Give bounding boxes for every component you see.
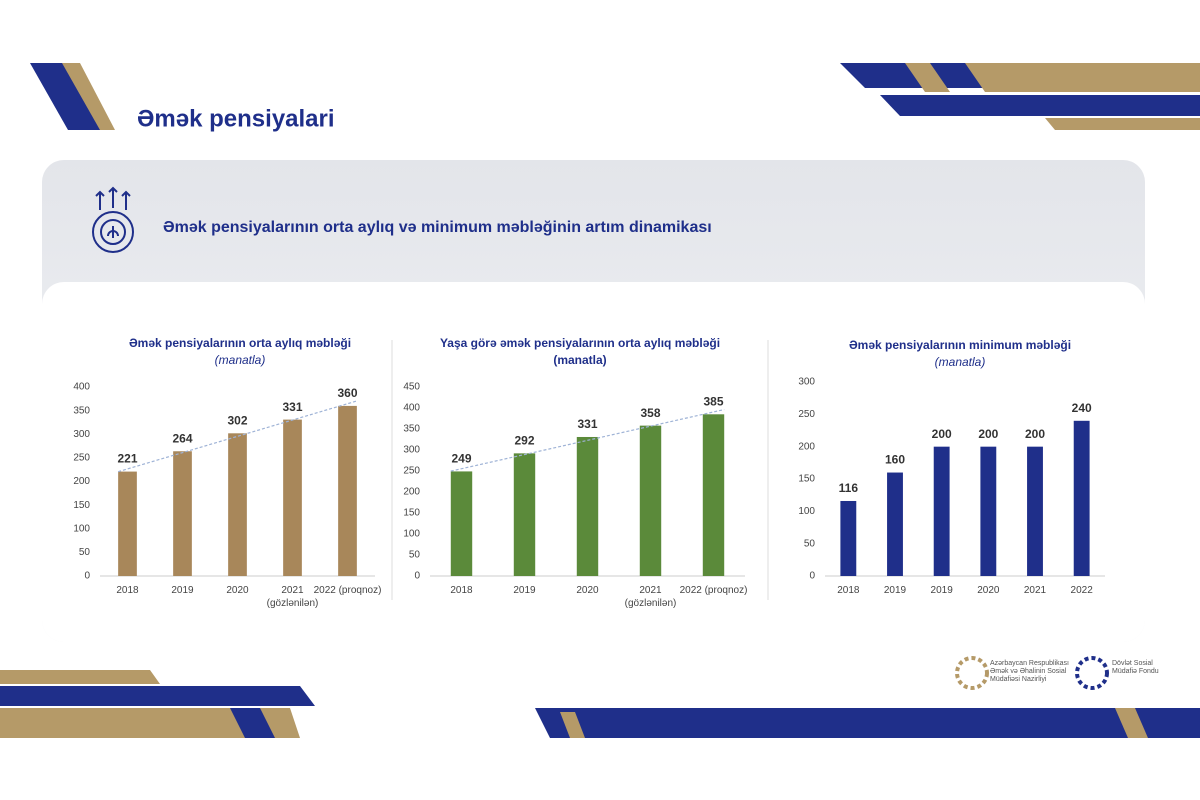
data-label: 331 [577,417,597,431]
y-tick-label: 0 [809,571,815,582]
bar [513,453,536,576]
y-tick-label: 200 [403,487,420,498]
x-tick-label: 2022 (proqnoz) [313,585,382,596]
data-label: 240 [1072,401,1092,415]
y-tick-label: 250 [798,409,815,420]
y-tick-label: 150 [403,508,420,519]
y-tick-label: 100 [403,529,420,540]
x-tick-label: 2021 (gözlənilən) [624,585,677,609]
y-tick-label: 400 [73,382,90,393]
y-tick-label: 100 [798,506,815,517]
y-tick-label: 450 [403,382,420,393]
y-tick-label: 350 [73,405,90,416]
y-tick-label: 350 [403,424,420,435]
panel-icon [92,186,134,253]
bar [450,471,473,576]
bar [980,446,997,576]
bar [1027,446,1043,576]
x-tick-label: 2018 [116,585,139,596]
data-label: 331 [282,400,302,414]
y-tick-label: 200 [73,476,90,487]
slide-title: Əmək pensiyalari [137,105,335,132]
data-label: 200 [932,427,952,441]
logos [955,656,1109,690]
data-label: 385 [703,394,723,408]
bar [338,405,357,576]
trendline [117,400,358,473]
chart-subtitle: (manatla) [934,355,986,369]
y-tick-label: 0 [414,571,420,582]
logo-text: Dövlət Sosial Müdafiə Fondu [1112,660,1159,675]
y-tick-label: 300 [73,429,90,440]
chart-title: Əmək pensiyalarının minimum məbləği [848,338,1072,352]
x-tick-label: 2021 [1023,585,1047,596]
panel-title: Əmək pensiyalarının orta aylıq və minimu… [163,219,712,236]
bar [118,471,137,576]
y-tick-label: 50 [804,538,816,549]
y-tick-label: 300 [403,445,420,456]
data-label: 200 [1025,427,1045,441]
bar [933,446,950,576]
bar [639,425,662,576]
y-tick-label: 250 [73,453,90,464]
y-tick-label: 250 [403,466,420,477]
y-tick-label: 50 [79,547,91,558]
y-tick-label: 100 [73,523,90,534]
x-tick-label: 2019 [930,585,953,596]
bar [702,414,725,576]
data-label: 292 [514,434,534,448]
y-tick-label: 150 [798,474,815,485]
x-tick-label: 2020 [977,585,1000,596]
data-label: 249 [451,452,471,466]
chart-title: Yaşa görə əmək pensiyalarının orta aylıq… [439,336,721,367]
trendline [450,408,725,472]
logo-text: Azərbaycan Respublikası Əmək və Əhalinin… [990,660,1069,683]
y-tick-label: 50 [409,550,421,561]
bar [887,472,903,576]
bar [173,451,192,576]
y-tick-label: 200 [798,441,815,452]
x-tick-label: 2022 [1070,585,1093,596]
x-tick-label: 2018 [450,585,473,596]
x-tick-label: 2019 [883,585,907,596]
data-label: 302 [227,413,247,427]
chart-title: Əmək pensiyalarının orta aylıq məbləği [128,336,352,350]
x-tick-label: 2018 [837,585,860,596]
bar [283,419,302,576]
data-label: 200 [978,427,998,441]
data-label: 160 [885,453,905,467]
x-tick-label: 2022 (proqnoz) [679,585,748,596]
chart-subtitle: (manatla) [214,353,266,367]
x-tick-label: 2019 [171,585,194,596]
y-tick-label: 400 [403,403,420,414]
data-label: 116 [839,481,859,495]
data-label: 264 [172,431,192,445]
bar [576,436,599,576]
x-tick-label: 2021 (gözlənilən) [266,585,319,609]
y-tick-label: 300 [798,377,815,388]
bar [840,500,857,576]
decoration [0,63,1200,738]
data-label: 358 [640,406,660,420]
x-tick-label: 2020 [226,585,249,596]
bar [1073,420,1090,576]
data-label: 360 [337,386,357,400]
x-tick-label: 2019 [513,585,536,596]
y-tick-label: 150 [73,500,90,511]
x-tick-label: 2020 [576,585,599,596]
bar [228,433,247,576]
y-tick-label: 0 [84,571,90,582]
data-label: 221 [117,452,137,466]
